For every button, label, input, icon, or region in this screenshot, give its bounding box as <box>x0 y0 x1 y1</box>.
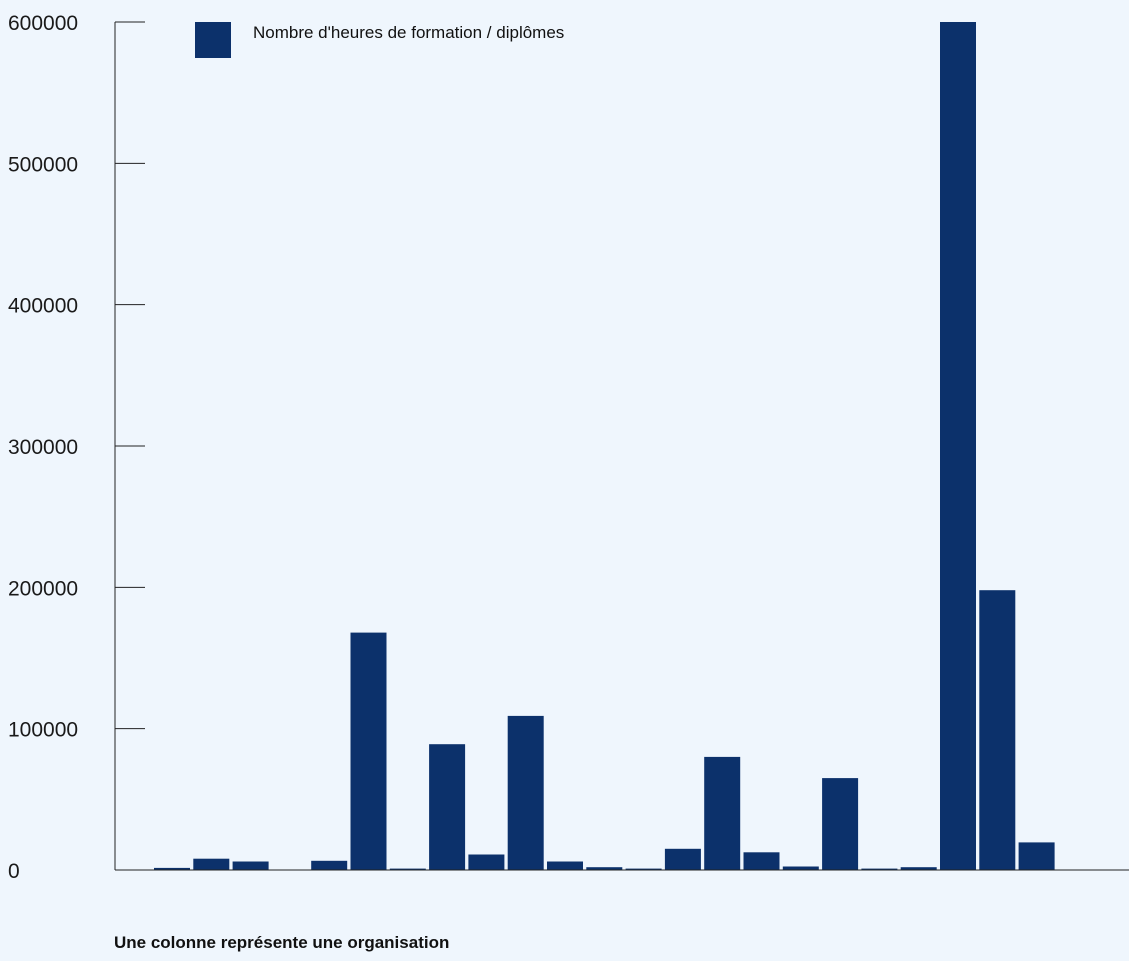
bar <box>743 852 780 870</box>
bar <box>822 778 859 870</box>
y-tick-label: 200000 <box>8 577 78 600</box>
bar <box>586 867 623 870</box>
bar <box>861 868 898 870</box>
bar <box>389 868 426 870</box>
bar <box>625 868 662 870</box>
bar <box>704 756 741 870</box>
bar <box>1018 842 1055 870</box>
bar <box>311 860 348 870</box>
y-tick-label: 500000 <box>8 153 78 176</box>
legend-label: Nombre d'heures de formation / diplômes <box>253 23 564 42</box>
y-tick-label: 400000 <box>8 295 78 318</box>
chart-caption: Une colonne représente une organisation <box>114 933 449 952</box>
y-tick-label: 100000 <box>8 719 78 742</box>
bar <box>782 866 819 870</box>
bar <box>664 848 701 870</box>
bar <box>940 22 976 870</box>
y-tick-label: 600000 <box>8 12 78 35</box>
legend: Nombre d'heures de formation / diplômes <box>195 22 564 58</box>
bar <box>232 861 269 870</box>
bar <box>900 867 937 870</box>
y-tick-labels: 0 100000 200000 300000 400000 500000 600000 <box>8 12 145 883</box>
bar <box>979 590 1016 870</box>
bar <box>429 744 466 870</box>
bar <box>350 632 387 870</box>
bar <box>154 867 190 870</box>
bar <box>507 715 544 870</box>
y-tick-label: 300000 <box>8 436 78 459</box>
y-tick-label: 0 <box>8 860 20 883</box>
bar <box>468 854 505 870</box>
bars <box>154 22 1055 870</box>
bar <box>193 858 230 870</box>
legend-swatch <box>195 22 231 58</box>
bar <box>547 861 583 870</box>
